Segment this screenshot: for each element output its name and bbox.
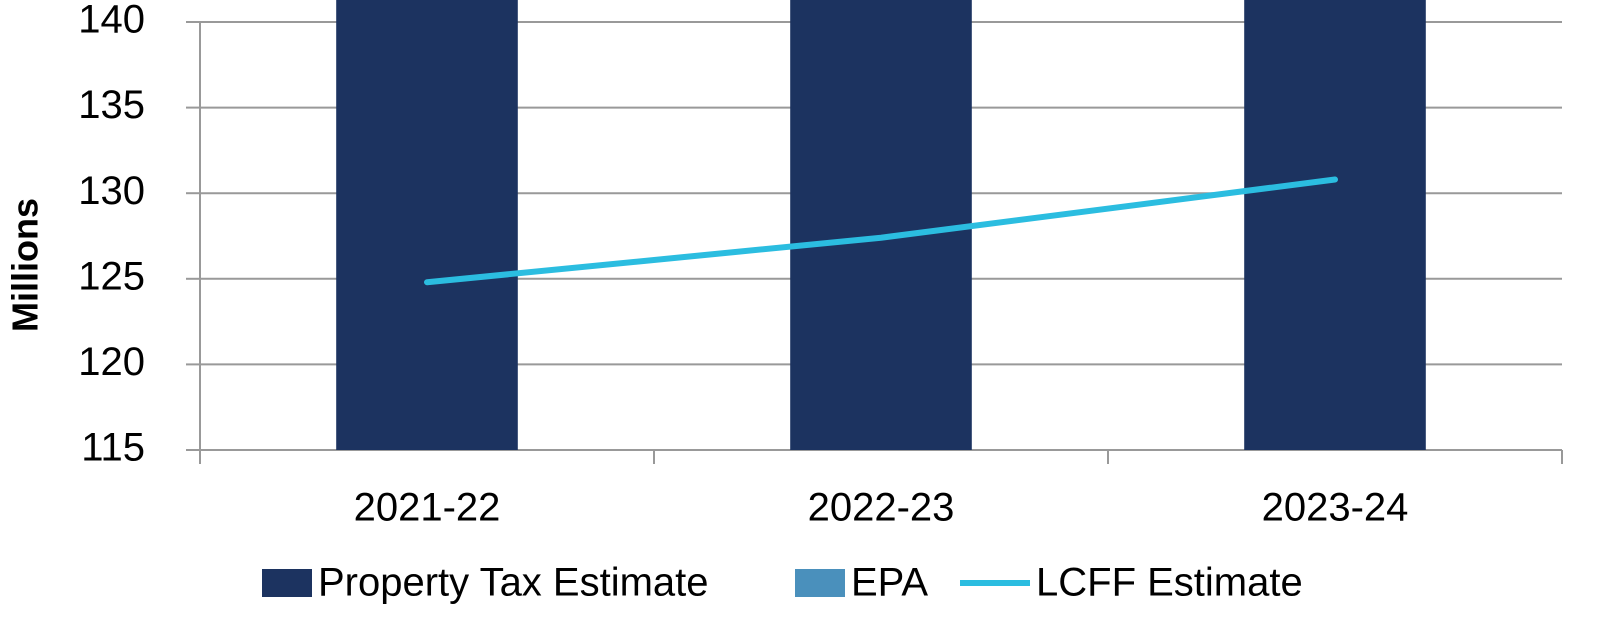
legend-label: EPA	[851, 561, 928, 605]
y-tick-label: 140	[78, 0, 145, 42]
line	[424, 176, 1338, 286]
legend-swatch	[262, 569, 312, 597]
y-tick-label: 125	[78, 254, 145, 298]
y-tick-label: 115	[81, 426, 145, 470]
y-tick-label: 135	[78, 83, 145, 127]
legend-label: Property Tax Estimate	[318, 561, 709, 605]
y-tick-label: 120	[78, 340, 145, 384]
x-tick-label: 2021-22	[354, 486, 501, 530]
bar	[336, 0, 518, 451]
y-tick-label: 130	[78, 169, 145, 213]
bar	[790, 0, 972, 450]
legend-swatch	[795, 569, 845, 597]
x-tick-label: 2022-23	[808, 486, 955, 530]
x-tick-label: 2023-24	[1262, 486, 1409, 530]
y-axis-label: Millions	[5, 198, 46, 332]
legend-label: LCFF Estimate	[1036, 561, 1303, 605]
bar	[1244, 0, 1426, 450]
